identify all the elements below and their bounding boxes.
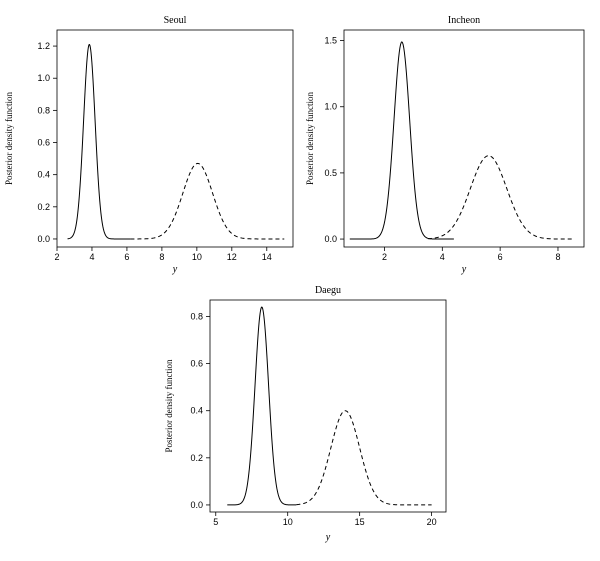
- y-tick-label: 0.8: [37, 105, 50, 115]
- solid-density-curve: [67, 44, 131, 240]
- x-tick-label: 8: [159, 252, 164, 262]
- plot-frame: [343, 29, 585, 248]
- dashed-density-curve: [296, 410, 432, 506]
- x-tick-label: 8: [555, 252, 560, 262]
- y-tick-label: 1.2: [37, 41, 50, 51]
- plot-frame: [56, 29, 294, 248]
- y-tick-label: 0.8: [190, 311, 203, 321]
- x-tick-label: 6: [124, 252, 129, 262]
- chart-title: Incheon: [448, 15, 480, 26]
- y-tick-label: 0.6: [37, 138, 50, 148]
- x-tick-label: 15: [355, 517, 365, 527]
- y-tick-label: 0.0: [37, 234, 50, 244]
- solid-density-curve: [227, 306, 297, 506]
- y-axis-label: Posterior density function: [164, 359, 174, 452]
- y-tick-label: 0.5: [324, 168, 337, 178]
- panel-daegu: Daegu 5 10 15 20 0.0 0.2 0.4 0.6 0.8 y Posterior de…: [164, 285, 447, 543]
- x-axis-label: y: [325, 532, 331, 543]
- y-tick-label: 0.4: [37, 170, 50, 180]
- dashed-density-curve: [130, 162, 285, 240]
- x-axis-label: y: [461, 264, 467, 275]
- x-tick-label: 5: [213, 517, 218, 527]
- x-tick-label: 4: [440, 252, 445, 262]
- solid-density-curve: [349, 41, 454, 240]
- x-axis-label: y: [172, 264, 178, 275]
- plot-frame: [209, 299, 447, 513]
- y-tick-label: 0.4: [190, 406, 203, 416]
- x-tick-label: 20: [427, 517, 437, 527]
- x-tick-label: 6: [498, 252, 503, 262]
- x-tick-label: 10: [283, 517, 293, 527]
- y-axis-label: Posterior density function: [305, 92, 315, 185]
- chart-title: Daegu: [315, 285, 341, 296]
- panel-seoul: Seoul 2 4 6 8 10 12 14 0.0 0.2 0.4 0.6 0.8 1.0 1.2 y Pos…: [4, 15, 294, 275]
- x-tick-label: 14: [262, 252, 272, 262]
- x-tick-label: 10: [192, 252, 202, 262]
- y-tick-label: 0.2: [37, 202, 50, 212]
- y-tick-label: 0.6: [190, 359, 203, 369]
- y-tick-label: 0.0: [190, 500, 203, 510]
- chart-title: Seoul: [164, 15, 187, 26]
- dashed-density-curve: [427, 155, 573, 240]
- x-tick-label: 12: [227, 252, 237, 262]
- y-tick-label: 1.5: [324, 36, 337, 46]
- y-axis-label: Posterior density function: [4, 92, 14, 185]
- panel-incheon: Incheon 2 4 6 8 0.0 0.5 1.0 1.5 y Posterior densit…: [305, 15, 585, 275]
- y-tick-label: 1.0: [37, 73, 50, 83]
- x-tick-label: 2: [382, 252, 387, 262]
- y-tick-label: 1.0: [324, 102, 337, 112]
- y-tick-label: 0.2: [190, 453, 203, 463]
- y-tick-label: 0.0: [324, 234, 337, 244]
- x-tick-label: 2: [54, 252, 59, 262]
- x-tick-label: 4: [89, 252, 94, 262]
